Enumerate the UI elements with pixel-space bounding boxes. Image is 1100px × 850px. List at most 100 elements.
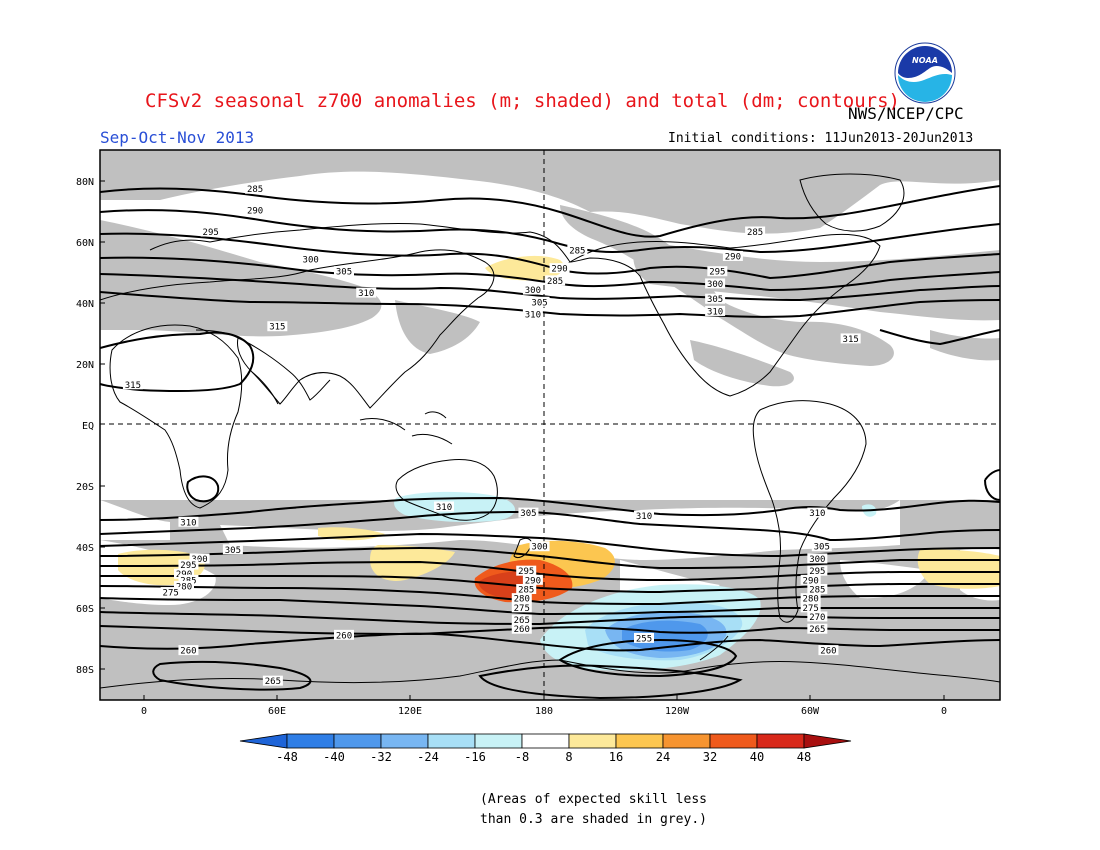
contour-label: 305 <box>529 296 550 308</box>
contour-label-text: 285 <box>809 586 825 596</box>
colorbar-tick-label: 8 <box>565 750 572 764</box>
colorbar-tick-label: -8 <box>515 750 529 764</box>
contour-label-text: 285 <box>747 228 763 238</box>
colorbar-segment <box>333 733 382 749</box>
contour-label-text: 275 <box>803 604 819 614</box>
contour-label: 270 <box>807 611 828 623</box>
contour-label-text: 285 <box>247 185 263 195</box>
contour-label-text: 310 <box>525 311 541 321</box>
contour-label-text: 295 <box>518 567 534 577</box>
contour-label: 285 <box>745 226 766 238</box>
contour-label: 290 <box>722 250 743 262</box>
contour-label-text: 275 <box>514 604 530 614</box>
contour-label: 275 <box>800 602 821 614</box>
colorbar-segment <box>286 733 335 749</box>
lon-label: 0 <box>941 706 947 717</box>
colorbar-segment <box>662 733 711 749</box>
contour-label: 310 <box>356 287 377 299</box>
contour-label-text: 265 <box>809 625 825 635</box>
contour-label: 265 <box>262 675 283 687</box>
contour-label: 315 <box>267 321 288 333</box>
contour-label-text: 260 <box>820 647 836 657</box>
contour-labels: 2852902953003053103153152852902853003053… <box>122 183 861 687</box>
latitude-axis: 80N 60N 40N 20N EQ 20S 40S 60S 80S <box>76 177 105 676</box>
contour-label-text: 300 <box>191 555 207 565</box>
colorbar-tick-label: 16 <box>609 750 623 764</box>
contour-label: 290 <box>800 574 821 586</box>
contour-label-text: 290 <box>725 252 741 262</box>
colorbar-segment <box>568 733 617 749</box>
contour-label-text: 295 <box>180 561 196 571</box>
noaa-logo: NOAA <box>894 42 956 104</box>
contour-label-text: 300 <box>303 256 319 266</box>
contour-label-text: 310 <box>636 512 652 522</box>
contour-label-text: 280 <box>803 595 819 605</box>
colorbar-arrow-right <box>803 733 852 749</box>
lon-label: 120E <box>398 706 422 717</box>
contour-label: 310 <box>434 501 454 513</box>
lon-label: 120W <box>665 706 690 717</box>
contour-label-text: 315 <box>843 335 859 345</box>
longitude-axis: 0 60E 120E 180 120W 60W 0 <box>141 695 947 717</box>
logo-text: NOAA <box>912 56 938 65</box>
contour-label-text: 260 <box>336 631 352 641</box>
lat-label: EQ <box>82 421 94 432</box>
lon-label: 180 <box>535 706 553 717</box>
colorbar-tick-label: -32 <box>370 750 392 764</box>
contour-label-text: 290 <box>803 576 819 586</box>
contour-label: 305 <box>334 266 354 278</box>
contour-label-text: 265 <box>514 616 530 626</box>
contour-label-text: 305 <box>531 298 547 308</box>
contour-label: 280 <box>511 593 532 605</box>
contour-label: 300 <box>522 284 543 296</box>
contour-label: 290 <box>549 263 570 275</box>
contour-label: 300 <box>300 254 321 266</box>
contour-label: 260 <box>178 645 199 657</box>
contour-label-text: 260 <box>514 625 530 635</box>
colorbar-segment <box>427 733 476 749</box>
contour-label-text: 305 <box>336 268 352 278</box>
colorbar: -48 -40 -32 -24 -16 -8 8 16 24 32 40 48 <box>239 733 852 764</box>
contour-label-text: 275 <box>163 589 179 599</box>
contour-label-text: 305 <box>814 543 830 553</box>
contour-label: 260 <box>511 623 532 635</box>
contour-label: 295 <box>178 559 199 571</box>
contour-label: 310 <box>705 305 726 317</box>
contour-label-text: 260 <box>180 647 196 657</box>
contour-label-text: 285 <box>518 586 534 596</box>
contour-label-text: 290 <box>525 576 541 586</box>
colorbar-tick-label: 40 <box>750 750 764 764</box>
contour-label-text: 310 <box>436 503 452 513</box>
contour-label: 300 <box>705 278 726 290</box>
contour-label: 295 <box>516 565 537 577</box>
contour-label: 275 <box>160 587 181 599</box>
contour-label-text: 315 <box>125 381 141 391</box>
contour-label-text: 265 <box>265 677 281 687</box>
colorbar-tick-label: -48 <box>276 750 298 764</box>
skill-note: (Areas of expected skill less than 0.3 a… <box>480 792 707 827</box>
contour-label: 275 <box>511 602 532 614</box>
contour-label: 310 <box>178 516 199 528</box>
lon-label: 60W <box>801 706 820 717</box>
lat-label: 60S <box>76 604 94 615</box>
map-frame <box>99 149 1001 701</box>
contour-label: 260 <box>334 629 354 641</box>
colorbar-tick-label: -40 <box>323 750 345 764</box>
contour-label: 255 <box>634 632 654 644</box>
lat-label: 80S <box>76 665 94 676</box>
colorbar-tick-label: -16 <box>464 750 486 764</box>
contour-label: 300 <box>529 541 550 553</box>
contour-label-text: 270 <box>809 613 825 623</box>
lat-label: 60N <box>76 238 94 249</box>
colorbar-segment <box>709 733 758 749</box>
initial-conditions: Initial conditions: 11Jun2013-20Jun2013 <box>668 131 974 146</box>
colorbar-tick-label: 24 <box>656 750 670 764</box>
contour-label: 265 <box>511 614 532 626</box>
colorbar-arrow-left <box>239 733 288 749</box>
contour-label-text: 315 <box>269 323 285 333</box>
contour-label: 280 <box>800 593 821 605</box>
contour-label: 300 <box>807 553 828 565</box>
contour-label: 315 <box>122 379 143 391</box>
contour-label-text: 290 <box>551 265 567 275</box>
contour-label: 285 <box>545 275 566 287</box>
